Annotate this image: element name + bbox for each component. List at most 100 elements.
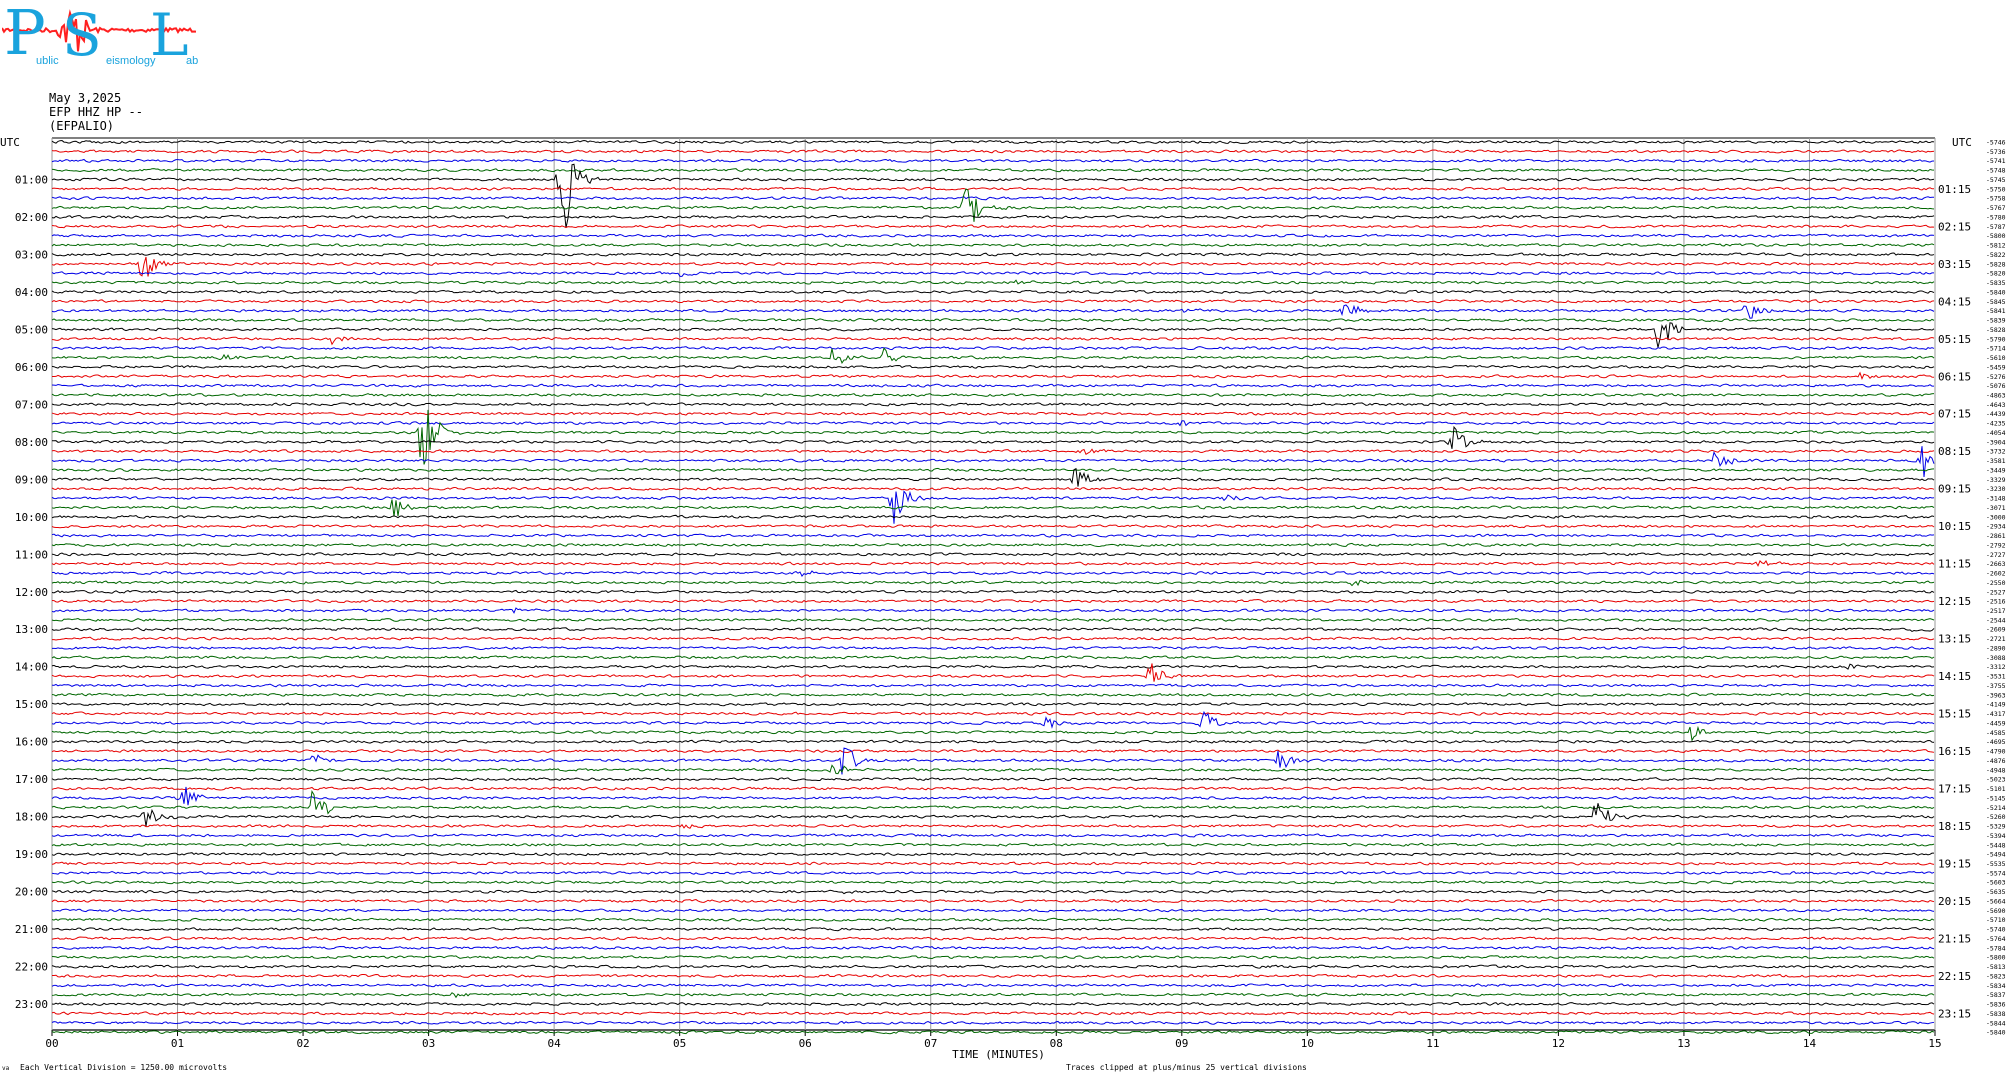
trace-offset-value: -5329 [1986,823,2006,831]
trace-offset-value: -5076 [1986,382,2006,390]
x-tick-label: 14 [1803,1037,1817,1050]
division-note: Each Vertical Division = 1250.00 microvo… [20,1063,227,1072]
hour-label-left: 02:00 [15,211,48,224]
seismic-trace [51,402,1935,407]
trace-offset-value: -5459 [1986,363,2006,371]
trace-offset-value: -5840 [1986,288,2006,296]
trace-offset-value: -2602 [1986,570,2006,578]
trace-offset-value: -5823 [1986,972,2006,980]
seismic-trace [51,777,1935,782]
hour-label-left: 04:00 [15,286,48,299]
seismic-trace [51,786,1935,806]
trace-offset-value: -4695 [1986,738,2006,746]
seismic-trace [51,346,1935,351]
trace-offset-value: -5145 [1986,794,2006,802]
hour-label-left: 11:00 [15,548,48,561]
seismic-trace [51,371,1935,380]
trace-offset-value: -5780 [1986,213,2006,221]
trace-offset-value: -5603 [1986,879,2006,887]
trace-offset-value: -5214 [1986,804,2006,812]
seismic-trace [51,318,1935,323]
trace-offset-value: -5664 [1986,897,2006,905]
trace-offset-value: -4948 [1986,766,2006,774]
seismic-trace [51,627,1935,632]
trace-offset-value: -5758 [1986,195,2006,203]
trace-offset-value: -5260 [1986,813,2006,821]
x-tick-label: 08 [1050,1037,1063,1050]
trace-offset-value: -5574 [1986,869,2006,877]
trace-offset-value: -5820 [1986,270,2006,278]
trace-offset-value: -2792 [1986,541,2006,549]
x-tick-label: 06 [799,1037,812,1050]
seismic-trace [51,289,1935,294]
seismic-trace [51,823,1935,829]
seismic-trace [51,636,1935,641]
trace-offset-value: -4054 [1986,429,2006,437]
hour-label-left: 12:00 [15,586,48,599]
hour-label-right: 09:15 [1938,483,1971,496]
seismic-trace [51,552,1935,557]
seismic-trace [51,1030,1935,1035]
seismic-trace [51,411,1935,416]
seismic-trace [51,955,1935,960]
seismic-trace [51,789,1935,815]
trace-offset-value: -4585 [1986,729,2006,737]
hour-label-left: 06:00 [15,361,48,374]
seismic-trace [51,880,1935,885]
seismic-trace [51,252,1935,257]
trace-offset-value: -2517 [1986,607,2006,615]
seismic-trace [51,364,1935,369]
seismic-trace [51,983,1935,988]
x-tick-label: 10 [1301,1037,1314,1050]
hour-label-left: 05:00 [15,323,48,336]
hour-label-left: 08:00 [15,436,48,449]
hour-label-right: 04:15 [1938,295,1971,308]
trace-offset-value: -5764 [1986,935,2006,943]
x-tick-label: 02 [296,1037,309,1050]
seismic-trace [51,279,1935,285]
seismic-trace [51,607,1935,614]
seismic-trace [51,663,1935,670]
trace-offset-value: -3581 [1986,457,2006,465]
seismic-trace [51,409,1935,465]
seismic-trace [51,448,1935,456]
hour-label-right: 22:15 [1938,970,1971,983]
seismic-trace [51,214,1935,219]
trace-offset-value: -5841 [1986,307,2006,315]
seismic-trace [51,420,1935,427]
seismic-trace [51,992,1935,999]
trace-offset-value: -4863 [1986,391,2006,399]
seismic-trace [51,973,1935,978]
trace-offset-value: -4317 [1986,710,2006,718]
seismic-trace [51,908,1935,913]
seismic-trace [51,747,1935,775]
trace-offset-value: -5610 [1986,354,2006,362]
trace-offset-value: -5836 [1986,1001,2006,1009]
seismic-trace [51,347,1935,365]
trace-offset-value: -5023 [1986,776,2006,784]
trace-offset-value: -5800 [1986,954,2006,962]
seismic-trace [51,304,1935,319]
seismic-trace [51,140,1935,145]
seismic-trace [51,514,1935,519]
utc-label-left: UTC [0,136,20,149]
trace-offset-value: -3071 [1986,504,2006,512]
trace-offset-value: -5834 [1986,982,2006,990]
seismic-trace [51,945,1935,950]
logo-letter-p: P [4,0,46,69]
seismic-trace [51,833,1935,838]
x-axis-label: TIME (MINUTES) [952,1048,1045,1061]
trace-offset-value: -2727 [1986,551,2006,559]
trace-offset-value: -2861 [1986,532,2006,540]
hour-label-left: 21:00 [15,923,48,936]
x-tick-label: 12 [1552,1037,1565,1050]
seismic-trace [51,425,1935,449]
hour-label-right: 13:15 [1938,633,1971,646]
trace-offset-value: -3329 [1986,476,2006,484]
seismic-trace [51,739,1935,744]
seismic-trace [51,186,1935,191]
seismic-trace [51,499,1935,517]
header-date: May 3,2025 [49,91,122,105]
logo-word-eismology: eismology [106,55,156,67]
